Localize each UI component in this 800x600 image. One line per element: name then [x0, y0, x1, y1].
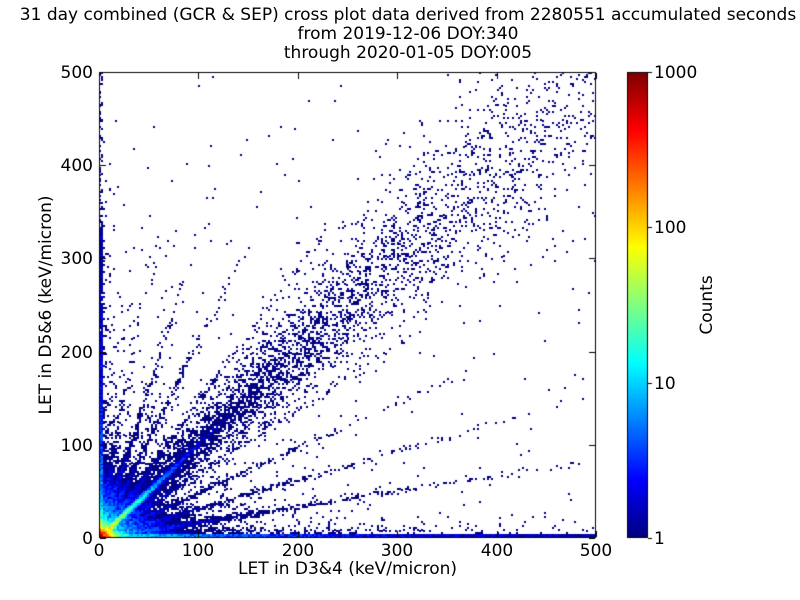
chart-title-line-1: 31 day combined (GCR & SEP) cross plot d… [19, 5, 797, 25]
x-tick-label: 200 [281, 541, 315, 561]
chart-title-line-2: from 2019-12-06 DOY:340 [297, 24, 519, 44]
x-tick-label: 500 [579, 541, 613, 561]
y-tick-label: 500 [60, 63, 93, 83]
colorbar-tick-label: 1000 [654, 63, 698, 83]
colorbar-label: Counts [697, 275, 717, 335]
x-tick-label: 400 [480, 541, 514, 561]
y-tick-label: 400 [60, 156, 93, 176]
y-tick-label: 100 [60, 436, 93, 456]
colorbar-tick-label: 10 [654, 374, 676, 394]
x-tick-label: 0 [93, 541, 105, 561]
x-tick-label: 300 [380, 541, 414, 561]
x-axis-label: LET in D3&4 (keV/micron) [237, 559, 458, 579]
y-tick-label: 200 [60, 343, 93, 363]
chart-title: 31 day combined (GCR & SEP) cross plot d… [16, 6, 800, 63]
colorbar-tick-label: 100 [654, 218, 687, 238]
y-axis-label: LET in D5&6 (keV/micron) [36, 195, 56, 415]
y-tick-label: 0 [82, 529, 93, 549]
colorbar-tick-label: 1 [654, 529, 665, 549]
y-tick-label: 300 [60, 249, 93, 269]
chart-title-line-3: through 2020-01-05 DOY:005 [283, 43, 533, 63]
x-tick-label: 100 [181, 541, 215, 561]
